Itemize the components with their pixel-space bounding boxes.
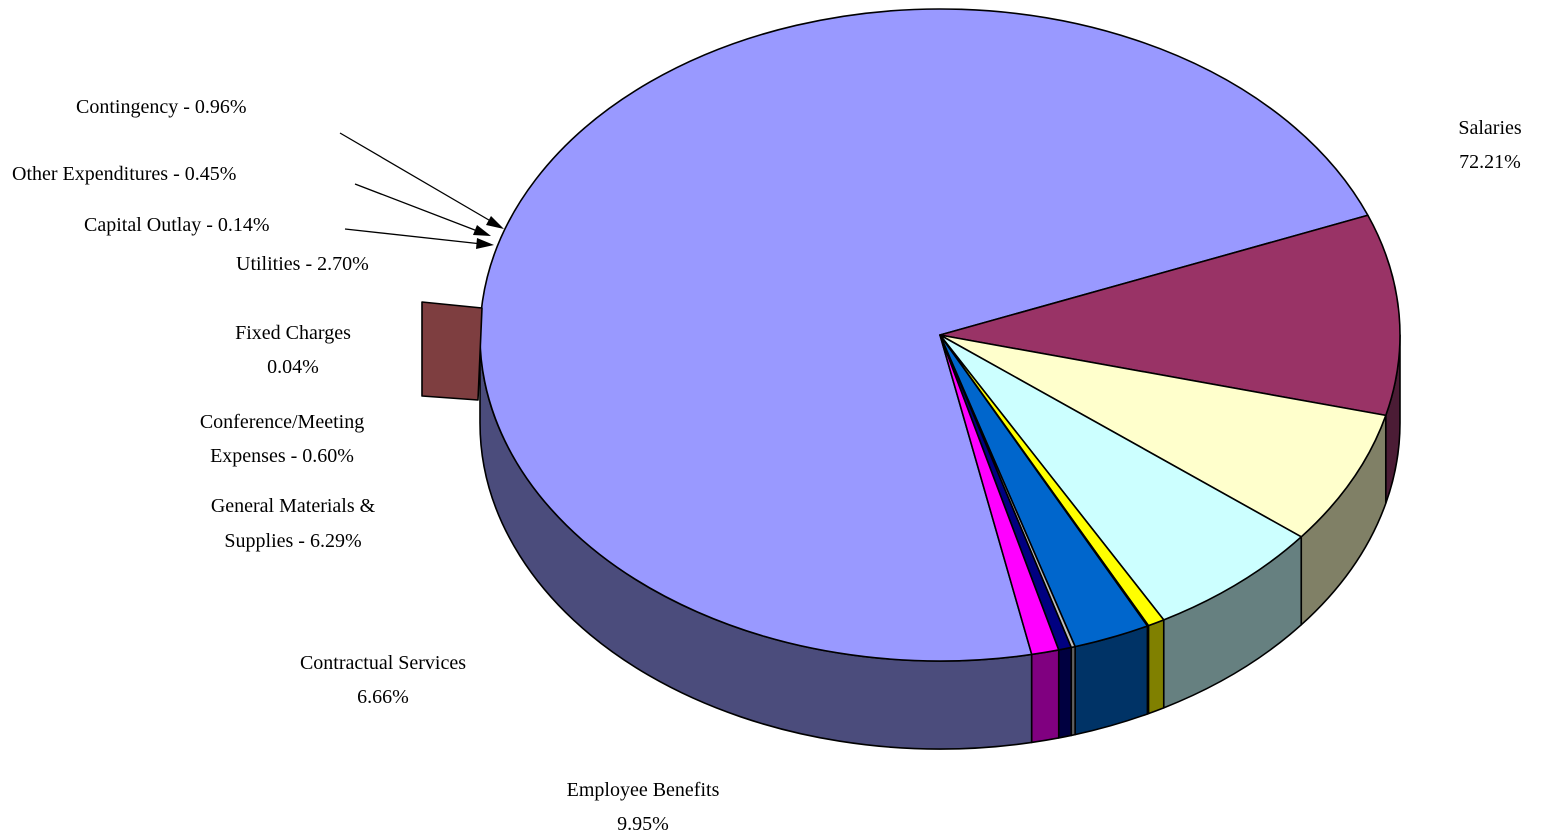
label-conference-meeting-line2: Expenses - 0.60% bbox=[210, 445, 354, 467]
label-other-expenditures: Other Expenditures - 0.45% bbox=[12, 163, 236, 185]
leader-other-expenditures bbox=[354, 183, 481, 233]
leader-contingency bbox=[339, 132, 495, 224]
leader-capital-outlay bbox=[344, 228, 483, 245]
label-contractual-services-name: Contractual Services bbox=[300, 652, 466, 674]
leader-lines bbox=[339, 132, 504, 249]
label-capital-outlay: Capital Outlay - 0.14% bbox=[84, 214, 270, 236]
slice-contingency bbox=[939, 334, 1060, 656]
label-conference-meeting-line1: Conference/Meeting bbox=[200, 411, 364, 433]
label-general-materials-line2: Supplies - 6.29% bbox=[224, 530, 361, 552]
label-contractual-services-value: 6.66% bbox=[357, 686, 409, 708]
slice-other-expenditures-side bbox=[1057, 646, 1073, 739]
label-contingency: Contingency - 0.96% bbox=[76, 96, 247, 118]
label-fixed-charges-value: 0.04% bbox=[267, 356, 319, 378]
slice-conference-meeting-side bbox=[1147, 619, 1165, 715]
arrowhead-contingency-icon bbox=[486, 216, 504, 229]
label-utilities: Utilities - 2.70% bbox=[236, 253, 369, 275]
slice-labels: Contingency - 0.96% Other Expenditures -… bbox=[12, 96, 1522, 835]
slice-general-materials bbox=[939, 334, 1303, 621]
label-fixed-charges-name: Fixed Charges bbox=[235, 322, 351, 344]
label-salaries-name: Salaries bbox=[1458, 117, 1522, 139]
slice-contingency-side bbox=[1030, 649, 1060, 744]
label-general-materials-line1: General Materials & bbox=[211, 495, 376, 517]
slice-employee-benefits bbox=[939, 214, 1401, 417]
slice-salaries bbox=[479, 8, 1369, 662]
arrowhead-capital-outlay-icon bbox=[476, 238, 494, 249]
slice-fixed-charges-side bbox=[421, 301, 483, 401]
label-employee-benefits-value: 9.95% bbox=[617, 813, 669, 835]
pie-top-layer bbox=[479, 8, 1401, 662]
label-employee-benefits-name: Employee Benefits bbox=[567, 779, 720, 801]
slice-contractual-services bbox=[939, 334, 1387, 538]
arrowhead-other-expenditures-icon bbox=[473, 225, 491, 236]
label-salaries-value: 72.21% bbox=[1459, 151, 1521, 173]
